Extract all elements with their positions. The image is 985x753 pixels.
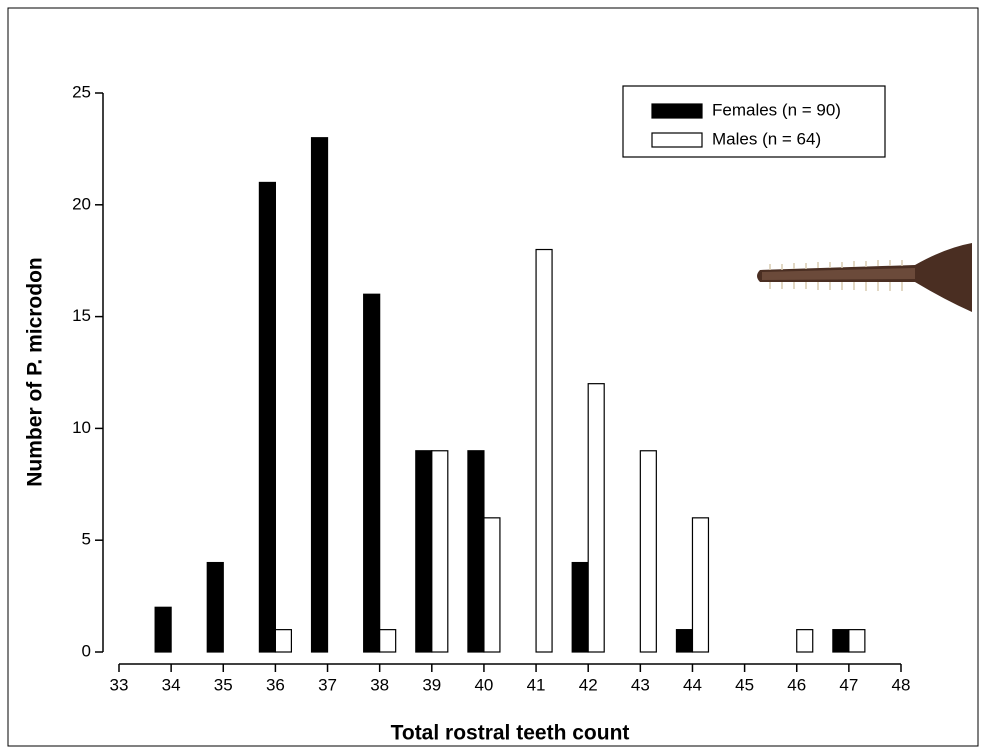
x-tick-label: 35	[214, 675, 233, 694]
bar	[691, 517, 710, 653]
y-tick-label: 20	[72, 194, 91, 213]
x-tick-label: 39	[422, 675, 441, 694]
y-axis-title: Number of P. microdon	[24, 257, 47, 486]
bar	[310, 137, 329, 653]
x-tick-label: 48	[892, 675, 911, 694]
bar	[675, 629, 694, 653]
bar	[379, 629, 397, 653]
x-tick-label: 37	[318, 675, 337, 694]
x-tick-label: 43	[631, 675, 650, 694]
y-tick-label: 15	[72, 306, 91, 325]
y-tick-label: 10	[72, 418, 91, 437]
x-tick-label: 40	[474, 675, 493, 694]
bar	[535, 248, 553, 653]
bar	[587, 383, 605, 653]
x-tick-label: 45	[735, 675, 754, 694]
bar	[639, 450, 657, 653]
bar	[206, 561, 224, 653]
x-tick-label: 33	[110, 675, 129, 694]
y-tick-label: 5	[82, 530, 91, 549]
x-tick-label: 46	[787, 675, 806, 694]
bar	[258, 181, 276, 653]
legend-swatch	[651, 132, 703, 148]
bar	[848, 629, 866, 653]
bar	[483, 517, 501, 653]
x-tick-label: 44	[683, 675, 702, 694]
bar	[796, 629, 814, 653]
bar	[415, 450, 433, 653]
sawfish-illustration	[757, 243, 972, 312]
x-tick-label: 42	[579, 675, 598, 694]
legend-label: Females (n = 90)	[712, 100, 841, 119]
bar	[832, 629, 850, 653]
bar	[467, 450, 485, 653]
x-tick-label: 36	[266, 675, 285, 694]
bar	[154, 606, 172, 653]
bar	[274, 629, 292, 653]
bar	[363, 293, 381, 653]
x-tick-label: 47	[839, 675, 858, 694]
legend-swatch	[651, 103, 703, 119]
bar	[571, 561, 589, 653]
bar	[431, 450, 449, 653]
x-tick-label: 41	[527, 675, 546, 694]
x-axis-title: Total rostral teeth count	[391, 722, 630, 745]
x-tick-label: 34	[162, 675, 181, 694]
legend-label: Males (n = 64)	[712, 129, 821, 148]
y-tick-label: 0	[82, 641, 91, 660]
x-tick-label: 38	[370, 675, 389, 694]
y-tick-label: 25	[72, 82, 91, 101]
